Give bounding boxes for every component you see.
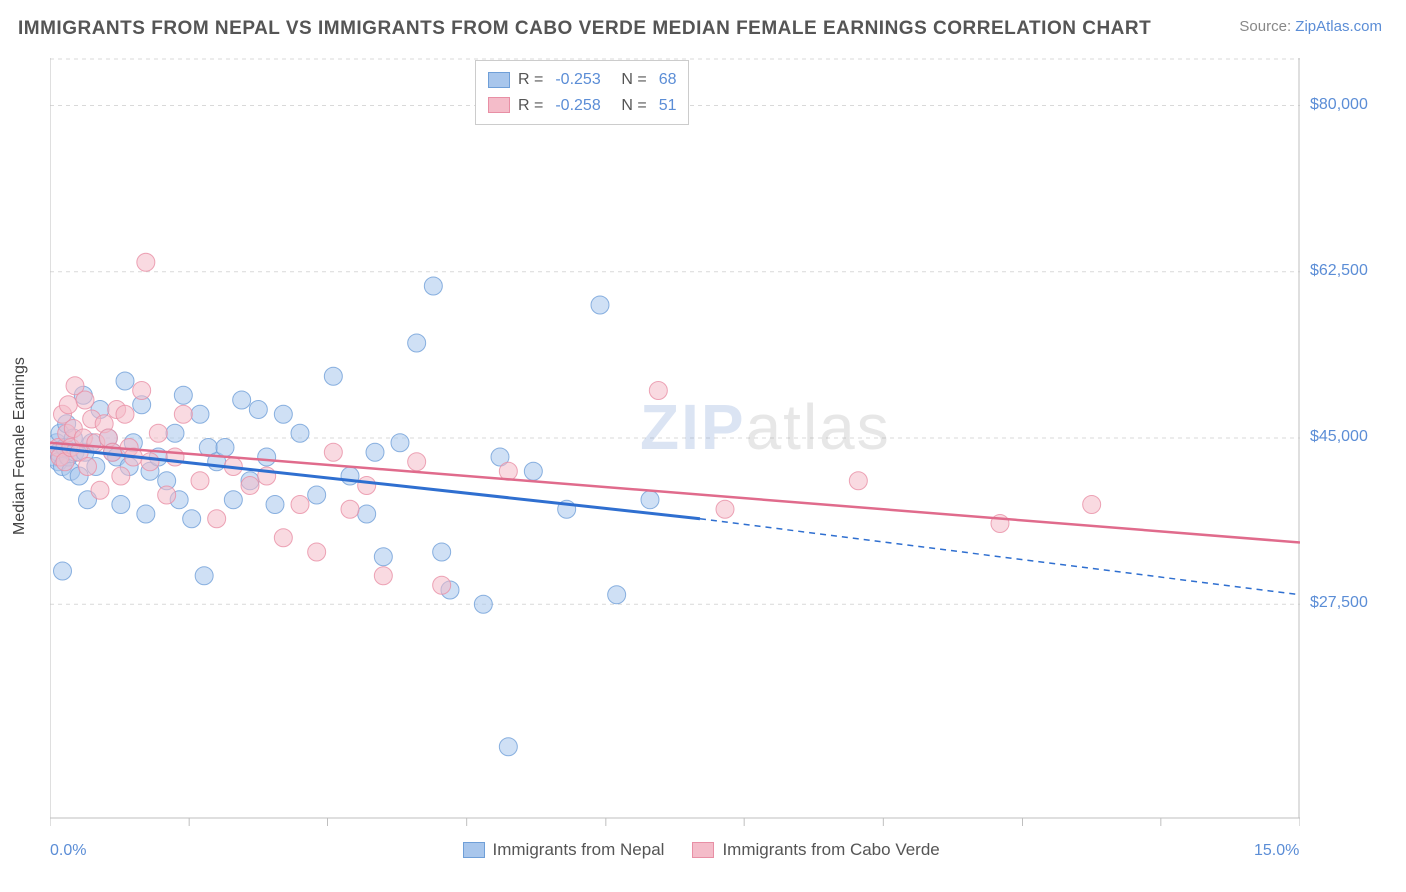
legend-r-label: R = xyxy=(518,93,543,119)
x-tick-label: 0.0% xyxy=(50,842,86,860)
plot-area xyxy=(50,58,1300,838)
legend-n-label: N = xyxy=(621,93,646,119)
series-legend-item: Immigrants from Nepal xyxy=(463,840,665,860)
series-legend-label: Immigrants from Cabo Verde xyxy=(722,840,939,860)
y-axis-label: Median Female Earnings xyxy=(11,357,29,535)
correlation-chart: IMMIGRANTS FROM NEPAL VS IMMIGRANTS FROM… xyxy=(0,0,1406,892)
legend-swatch xyxy=(488,72,510,88)
legend-n-label: N = xyxy=(621,67,646,93)
source-prefix: Source: xyxy=(1239,18,1295,35)
y-tick-label: $80,000 xyxy=(1310,96,1368,114)
legend-r-value: -0.253 xyxy=(555,67,613,93)
correlation-legend: R = -0.253 N = 68 R = -0.258 N = 51 xyxy=(475,60,689,125)
series-legend-item: Immigrants from Cabo Verde xyxy=(692,840,939,860)
chart-title: IMMIGRANTS FROM NEPAL VS IMMIGRANTS FROM… xyxy=(18,18,1151,40)
source-attribution: Source: ZipAtlas.com xyxy=(1239,18,1382,35)
legend-swatch xyxy=(463,842,485,858)
series-legend: Immigrants from Nepal Immigrants from Cab… xyxy=(463,840,940,860)
legend-row: R = -0.258 N = 51 xyxy=(488,93,676,119)
x-tick-label: 15.0% xyxy=(1254,842,1299,860)
legend-r-value: -0.258 xyxy=(555,93,613,119)
y-tick-label: $62,500 xyxy=(1310,262,1368,280)
legend-n-value: 68 xyxy=(659,67,677,93)
legend-swatch xyxy=(488,97,510,113)
legend-swatch xyxy=(692,842,714,858)
legend-r-label: R = xyxy=(518,67,543,93)
y-tick-label: $45,000 xyxy=(1310,428,1368,446)
legend-row: R = -0.253 N = 68 xyxy=(488,67,676,93)
series-legend-label: Immigrants from Nepal xyxy=(493,840,665,860)
source-link[interactable]: ZipAtlas.com xyxy=(1295,18,1382,35)
y-tick-label: $27,500 xyxy=(1310,594,1368,612)
legend-n-value: 51 xyxy=(659,93,677,119)
